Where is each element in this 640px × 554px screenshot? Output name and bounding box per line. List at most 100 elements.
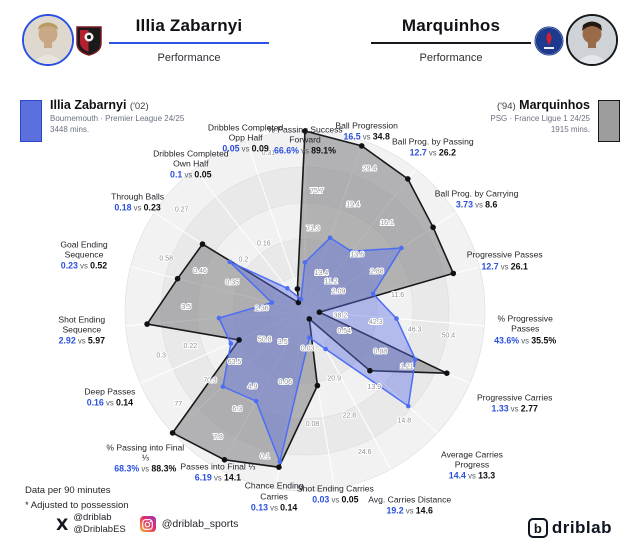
legend-marquinhos-minutes: 1915 mins. (550, 125, 590, 134)
player-silhouette-icon (24, 16, 72, 64)
bournemouth-crest-icon (76, 26, 102, 56)
zabarnyi-vertex (302, 260, 308, 265)
marquinhos-vertex (430, 224, 436, 231)
axis-tick-label: 6.3 (232, 406, 242, 413)
zabarnyi-vertex (228, 341, 234, 346)
axis-tick-label: 13.6 (350, 251, 364, 258)
axis-tick-label: 0.46 (193, 268, 207, 275)
axis-tick-label: 16.1 (380, 220, 394, 227)
axis-tick-label: 24.6 (358, 449, 372, 456)
legend-zabarnyi-minutes: 3448 mins. (50, 125, 90, 134)
legend-marquinhos: ('94) Marquinhos PSG · France Ligue 1 24… (490, 98, 620, 142)
instagram-icon[interactable] (139, 516, 156, 533)
legend-zabarnyi: Illia Zabarnyi ('02) Bournemouth · Premi… (20, 98, 185, 142)
marquinhos-vertex (302, 128, 308, 134)
x-handle-driblabes[interactable]: @DriblabES (73, 524, 126, 536)
zabarnyi-underline (109, 42, 269, 44)
legend-zabarnyi-team: Bournemouth · Premier League 24/25 (50, 114, 185, 123)
zabarnyi-vertex (298, 296, 304, 302)
axis-tick-label: 4.9 (248, 384, 258, 391)
zabarnyi-vertex (406, 403, 411, 409)
marquinhos-color-swatch (598, 100, 620, 142)
axis-tick-label: 2.36 (255, 305, 269, 312)
axis-tick-label: 0.22 (183, 343, 197, 350)
marquinhos-vertex (276, 464, 282, 471)
zabarnyi-vertex (227, 259, 232, 265)
axis-tick-label: 0.16 (257, 241, 271, 248)
axis-tick-label: 77 (174, 401, 182, 408)
zabarnyi-vertex (323, 346, 328, 352)
marquinhos-underline (371, 42, 531, 44)
marquinhos-vertex (405, 176, 411, 182)
radar-spoke (304, 310, 392, 470)
marquinhos-vertex (294, 286, 301, 292)
zabarnyi-vertex (327, 235, 333, 241)
axis-tick-label: 0.1 (260, 454, 270, 461)
zabarnyi-vertex (370, 291, 376, 297)
zabarnyi-polygon (217, 236, 417, 465)
driblab-logo-text: driblab (551, 518, 612, 537)
axis-tick-label: 1.21 (400, 364, 414, 371)
psg-badge-icon (534, 26, 564, 56)
axis-tick-label: 20.9 (327, 376, 341, 383)
zabarnyi-name: Illia Zabarnyi (135, 16, 243, 35)
marquinhos-vertex (316, 309, 323, 316)
axis-tick-label: 0.54 (337, 328, 351, 335)
marquinhos-vertex (358, 143, 365, 149)
axis-tick-label: 19.4 (346, 201, 360, 208)
axis-tick-label: 11.2 (325, 279, 338, 286)
marquinhos-vertex (174, 275, 181, 282)
axis-tick-label: 14.8 (397, 418, 411, 425)
axis-tick-label: 7.8 (213, 434, 223, 441)
x-handle-driblab[interactable]: @driblab (73, 512, 112, 523)
legend-zabarnyi-title: Illia Zabarnyi ('02) (50, 98, 149, 112)
marquinhos-vertex (236, 337, 242, 343)
footnote-possession: * Adjusted to possession (25, 499, 129, 511)
axis-tick-label: 75.7 (310, 188, 324, 195)
marquinhos-vertex (314, 382, 321, 389)
zabarnyi-vertex (413, 357, 418, 362)
zabarnyi-subtitle: Performance (157, 52, 221, 64)
axis-tick-label: 0.3 (156, 353, 166, 360)
zabarnyi-photo (22, 14, 74, 66)
marquinhos-vertex (367, 367, 373, 374)
axis-tick-label: 13.9 (368, 384, 382, 391)
driblab-logo-icon: b (527, 518, 548, 538)
axis-tick-label: 2.09 (332, 289, 346, 296)
marquinhos-vertex (306, 316, 313, 322)
marquinhos-vertex (199, 241, 206, 247)
marquinhos-vertex (169, 430, 176, 436)
axis-tick-label: 3.5 (278, 339, 288, 346)
zabarnyi-vertex (269, 300, 275, 305)
footnote-per90: Data per 90 minutes (25, 485, 111, 496)
axis-tick-label: 0.03 (301, 346, 315, 353)
zabarnyi-vertex (277, 459, 283, 465)
x-twitter-icon[interactable]: X (56, 514, 69, 534)
marquinhos-vertex (144, 321, 150, 327)
zabarnyi-vertex (349, 249, 354, 254)
zabarnyi-vertex (216, 315, 222, 321)
header-marquinhos: Marquinhos Performance (326, 8, 626, 78)
marquinhos-name: Marquinhos (401, 16, 501, 35)
axis-tick-label: 0.06 (278, 379, 292, 386)
zabarnyi-vertex (394, 316, 399, 321)
axis-tick-label: 0.27 (175, 207, 189, 214)
axis-tick-label: 11.6 (391, 292, 404, 299)
axis-tick-label: 0.2 (239, 256, 249, 263)
axis-tick-label: 71.3 (306, 225, 320, 232)
axis-tick-label: 0.31 (262, 150, 276, 157)
axis-tick-label: 38.2 (334, 313, 348, 320)
axis-tick-label: 22.8 (343, 412, 357, 419)
axis-tick-label: 63.5 (228, 359, 242, 366)
axis-tick-label: 0.88 (373, 348, 387, 355)
marquinhos-vertex (450, 270, 457, 277)
axis-tick-label: 13.4 (315, 270, 329, 277)
axis-tick-label: 3.5 (181, 304, 191, 311)
axis-tick-label: 0.08 (306, 421, 320, 428)
driblab-logo: b driblab (527, 518, 612, 538)
axis-tick-label: 0.58 (159, 256, 173, 263)
marquinhos-photo (566, 14, 618, 66)
instagram-handle[interactable]: @driblab_sports (161, 518, 239, 531)
